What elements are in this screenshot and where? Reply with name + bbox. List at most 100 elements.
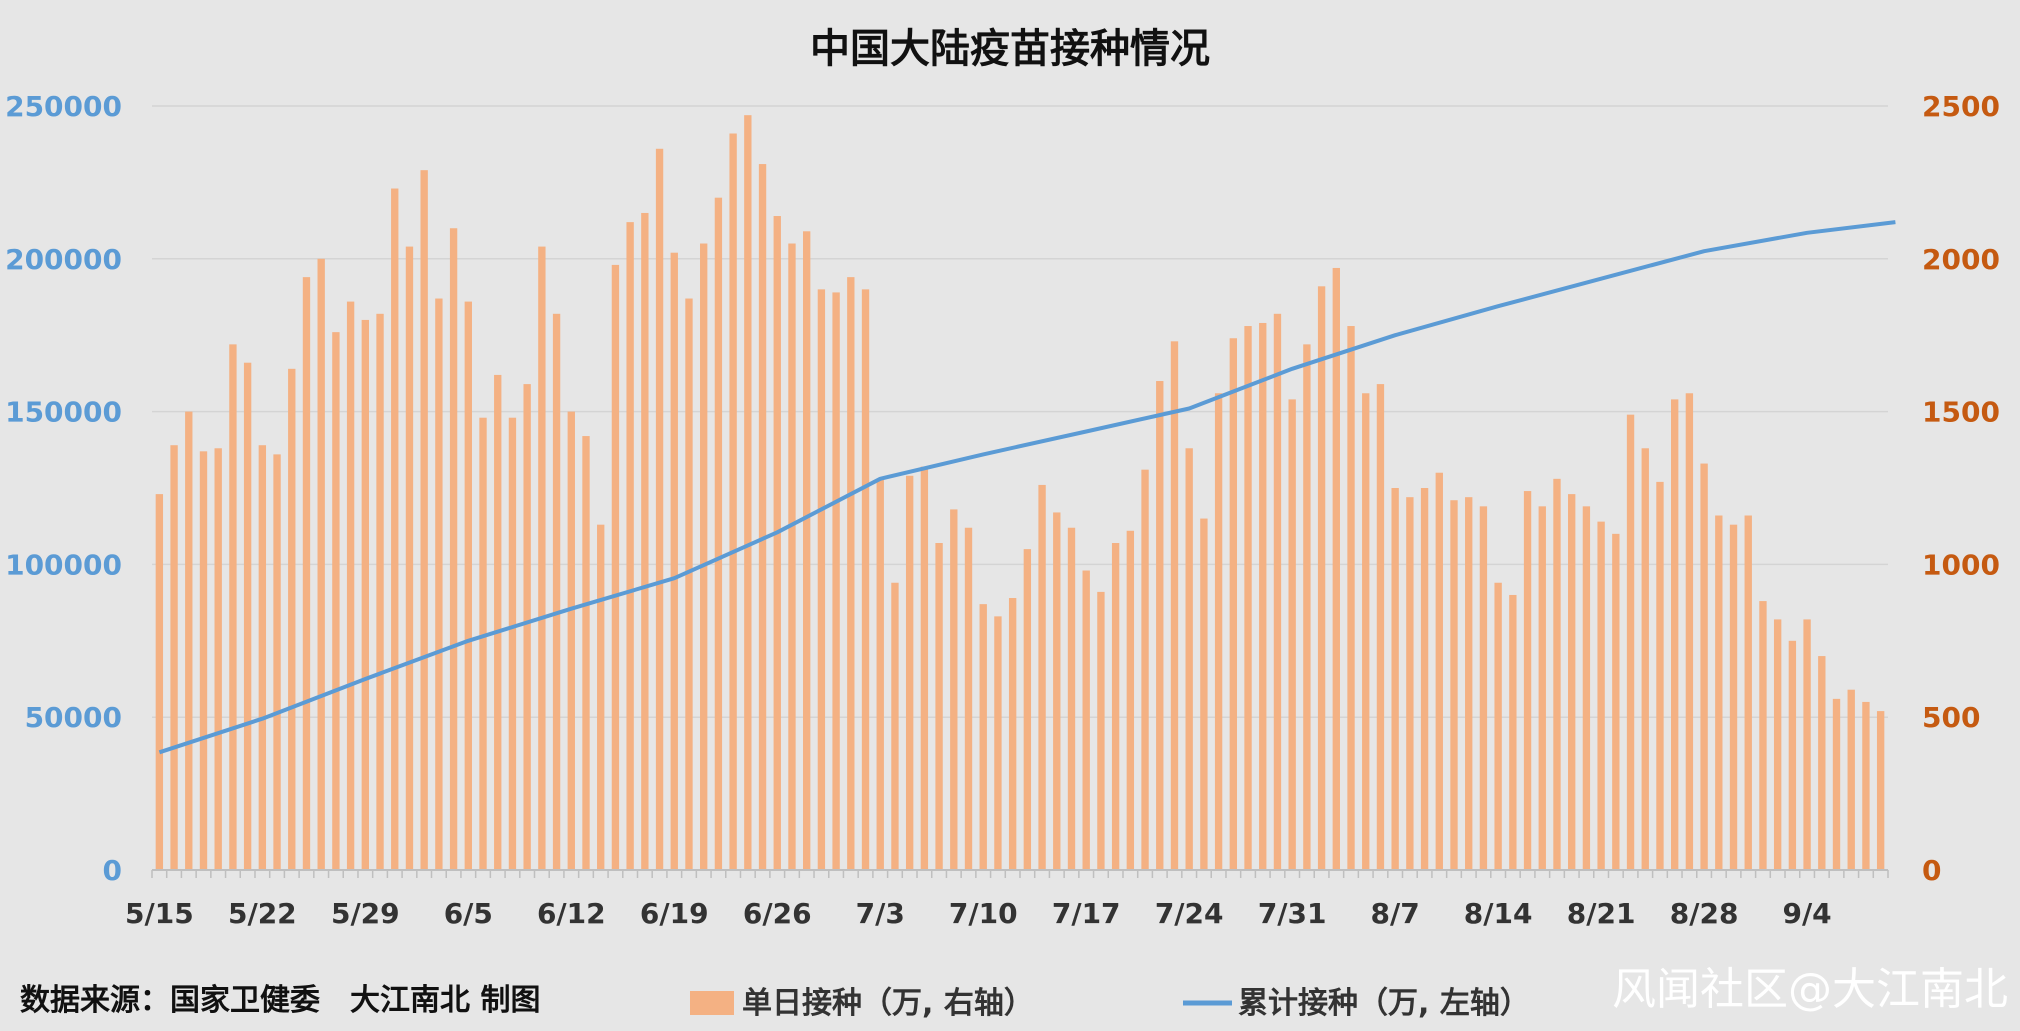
bar <box>317 258 325 870</box>
bar <box>155 494 164 870</box>
bar <box>1641 448 1649 870</box>
x-tick-label: 8/21 <box>1567 897 1636 930</box>
bar <box>302 277 311 870</box>
x-tick-label: 7/10 <box>949 897 1018 930</box>
x-tick-label: 8/7 <box>1371 897 1420 930</box>
bar <box>1303 344 1311 870</box>
x-tick-label: 5/15 <box>125 897 194 930</box>
left-tick-label: 0 <box>103 854 122 887</box>
bar <box>243 362 252 870</box>
source-note: 数据来源：国家卫健委 大江南北 制图 <box>20 983 540 1018</box>
bar <box>905 475 914 870</box>
x-tick-label: 7/17 <box>1052 897 1121 930</box>
legend: 单日接种（万, 右轴） 累计接种（万, 左轴） <box>690 986 1530 1021</box>
bar <box>464 301 472 871</box>
bar <box>1170 341 1179 870</box>
bar <box>1420 488 1429 870</box>
bar <box>361 319 369 870</box>
bar <box>420 170 428 870</box>
bar <box>185 411 193 870</box>
x-tick-label: 9/4 <box>1782 897 1831 930</box>
bar <box>876 478 884 870</box>
bar <box>994 616 1002 870</box>
bar <box>1862 701 1870 870</box>
bar <box>1332 267 1340 870</box>
bar <box>920 466 929 870</box>
bar <box>597 524 605 870</box>
right-tick-label: 500 <box>1922 701 1980 734</box>
bar <box>685 298 693 870</box>
bar <box>832 292 840 870</box>
right-tick-label: 2000 <box>1922 243 2000 276</box>
bar <box>1214 393 1223 870</box>
bar <box>1273 313 1282 871</box>
x-tick-label: 7/31 <box>1258 897 1327 930</box>
bar <box>641 212 649 870</box>
bar <box>1523 491 1532 870</box>
bar <box>508 417 517 870</box>
legend-bar-swatch <box>690 991 734 1015</box>
bar <box>1406 497 1414 870</box>
bar <box>405 246 414 871</box>
bar <box>950 509 958 870</box>
bar <box>449 228 458 871</box>
bar <box>788 243 796 870</box>
bar <box>552 313 561 871</box>
bar <box>494 374 502 870</box>
bar <box>1700 463 1708 870</box>
bar <box>1465 497 1473 870</box>
bar <box>1671 399 1679 870</box>
bar <box>1715 515 1723 870</box>
x-tick-label: 7/24 <box>1155 897 1224 930</box>
x-tick-label: 8/28 <box>1670 897 1739 930</box>
bar <box>655 148 664 870</box>
bar <box>1435 472 1443 870</box>
right-tick-label: 2500 <box>1922 90 2000 123</box>
bar <box>435 298 443 870</box>
x-tick-label: 8/14 <box>1464 897 1533 930</box>
bar <box>611 264 620 870</box>
bar <box>346 301 355 871</box>
bar <box>714 197 723 870</box>
bar <box>1612 533 1620 870</box>
x-tick-label: 6/5 <box>444 897 493 930</box>
right-tick-label: 1500 <box>1922 396 2000 429</box>
bar <box>1450 500 1458 870</box>
bar <box>479 417 487 870</box>
bar <box>1391 488 1399 870</box>
bar <box>1111 543 1120 870</box>
bar <box>288 368 296 870</box>
bar <box>1479 506 1488 870</box>
bar <box>1259 322 1267 870</box>
bar <box>1832 698 1841 870</box>
bar <box>1038 484 1046 870</box>
bar <box>1847 689 1855 870</box>
left-tick-label: 50000 <box>25 701 122 734</box>
bar <box>1067 527 1076 870</box>
bar <box>567 411 575 870</box>
bar <box>1097 591 1105 870</box>
bar <box>1362 393 1370 870</box>
bar <box>1126 530 1135 870</box>
bar <box>1156 381 1164 870</box>
bar <box>1626 414 1635 870</box>
bar <box>1185 448 1193 870</box>
bar <box>1538 506 1546 870</box>
bar <box>817 289 826 870</box>
bar <box>1141 469 1149 870</box>
bar <box>1008 598 1017 870</box>
chart-title: 中国大陆疫苗接种情况 <box>810 26 1210 72</box>
bar <box>1744 515 1752 870</box>
right-axis-ticks: 0 500 1000 1500 2000 2500 <box>1922 90 2000 887</box>
bar <box>1788 640 1797 870</box>
bar <box>1803 619 1811 870</box>
bar <box>1200 518 1208 870</box>
bar <box>1494 582 1502 870</box>
left-tick-label: 250000 <box>5 90 122 123</box>
bar <box>861 289 870 870</box>
bar <box>1597 521 1605 870</box>
bar <box>273 454 281 870</box>
left-axis-ticks: 0 50000 100000 150000 200000 250000 <box>5 90 122 887</box>
left-tick-label: 100000 <box>5 548 122 581</box>
